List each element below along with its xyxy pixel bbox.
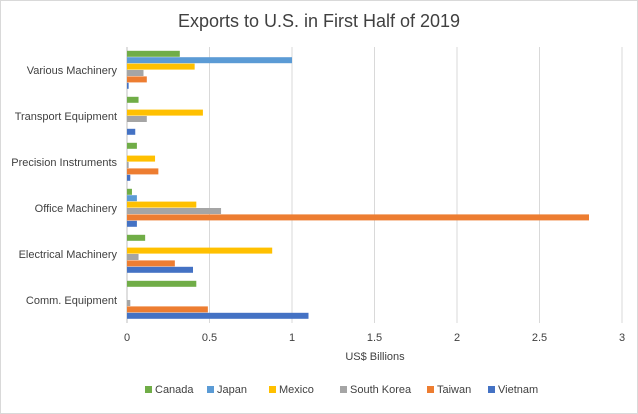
- legend-swatch: [145, 386, 152, 393]
- bar-canada: [127, 96, 139, 103]
- bar-vietnam: [127, 128, 136, 135]
- bar-japan: [127, 57, 292, 64]
- bar-canada: [127, 280, 197, 287]
- x-axis-title: US$ Billions: [345, 351, 405, 363]
- gridlines: [126, 47, 623, 323]
- bar-taiwan: [127, 306, 208, 313]
- bar-taiwan: [127, 260, 175, 267]
- bar-mexico: [127, 247, 273, 254]
- bar-taiwan: [127, 76, 147, 83]
- bar-vietnam: [127, 174, 131, 181]
- bar-south-korea: [127, 162, 129, 168]
- chart-title: Exports to U.S. in First Half of 2019: [177, 11, 461, 31]
- x-tick-label: 3: [619, 332, 625, 344]
- category-label: Electrical Machinery: [19, 249, 118, 261]
- bar-canada: [127, 188, 132, 195]
- bar-vietnam: [127, 266, 193, 273]
- x-tick-label: 2: [454, 332, 460, 344]
- x-tick-labels: 0 0.5 1 1.5 2 2.5 3: [124, 332, 625, 344]
- legend-label: Vietnam: [498, 384, 538, 396]
- bar-mexico: [127, 155, 156, 162]
- legend: Canada Japan Mexico South Korea Taiwan Vietna…: [145, 384, 538, 396]
- bar-vietnam: [127, 82, 129, 89]
- bar-south-korea: [127, 70, 144, 76]
- category-label: Comm. Equipment: [26, 295, 117, 307]
- bar-mexico: [127, 63, 195, 70]
- category-labels: Various Machinery Transport Equipment Prec…: [11, 65, 117, 307]
- bars: [127, 50, 589, 319]
- bar-canada: [127, 50, 180, 57]
- bar-mexico: [127, 201, 197, 208]
- x-tick-label: 1: [289, 332, 295, 344]
- legend-swatch: [427, 386, 434, 393]
- legend-label: Canada: [155, 384, 194, 396]
- bar-south-korea: [127, 254, 139, 260]
- legend-swatch: [207, 386, 214, 393]
- legend-swatch: [269, 386, 276, 393]
- bar-japan: [127, 195, 137, 202]
- bar-south-korea: [127, 300, 131, 306]
- bar-taiwan: [127, 168, 159, 175]
- x-tick-label: 2.5: [532, 332, 547, 344]
- category-label: Various Machinery: [27, 65, 118, 77]
- x-tick-label: 0: [124, 332, 130, 344]
- legend-swatch: [340, 386, 347, 393]
- bar-vietnam: [127, 312, 309, 319]
- legend-label: South Korea: [350, 384, 412, 396]
- category-label: Transport Equipment: [15, 111, 117, 123]
- bar-mexico: [127, 109, 203, 116]
- legend-label: Mexico: [279, 384, 314, 396]
- category-label: Precision Instruments: [11, 157, 117, 169]
- legend-label: Taiwan: [437, 384, 471, 396]
- bar-canada: [127, 234, 146, 241]
- bar-taiwan: [127, 214, 589, 221]
- bar-south-korea: [127, 208, 222, 214]
- x-tick-label: 0.5: [202, 332, 217, 344]
- legend-label: Japan: [217, 384, 247, 396]
- bar-canada: [127, 142, 137, 149]
- category-label: Office Machinery: [35, 203, 118, 215]
- legend-swatch: [488, 386, 495, 393]
- x-tick-label: 1.5: [367, 332, 382, 344]
- bar-vietnam: [127, 220, 137, 227]
- bar-south-korea: [127, 116, 147, 122]
